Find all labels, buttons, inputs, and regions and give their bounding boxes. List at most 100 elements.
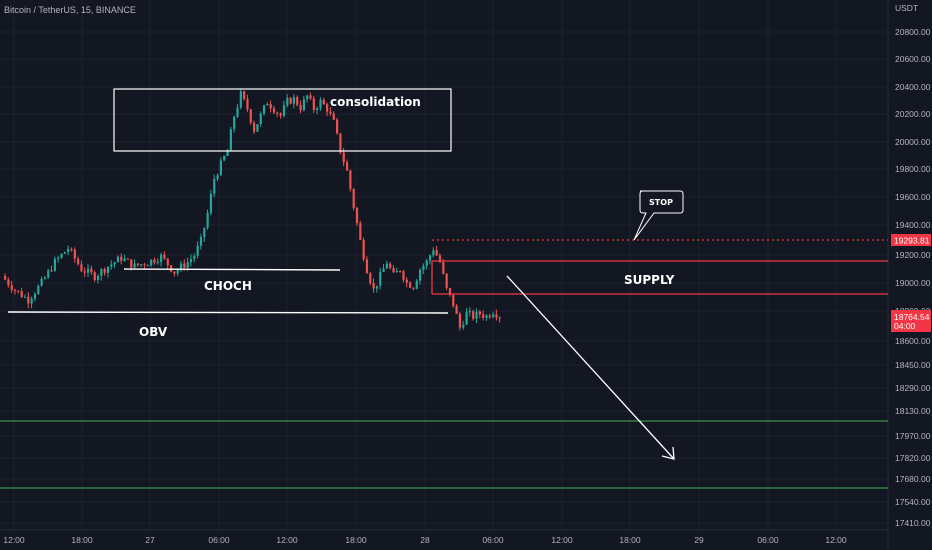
candle-body (435, 250, 438, 256)
candle-body (422, 265, 425, 270)
candle-body (292, 97, 296, 104)
stop-price-tag: 19293.81 (891, 234, 931, 246)
candle-body (203, 227, 206, 238)
candle-body (229, 129, 232, 151)
price-tick-label: 17410.00 (895, 518, 931, 528)
chart-title: Bitcoin / TetherUS, 15, BINANCE (4, 5, 136, 15)
candle-body (442, 262, 445, 274)
stop-callout-bubble (633, 190, 684, 241)
candle-body (213, 178, 216, 194)
candle-body (262, 105, 266, 114)
countdown-text: 04:00 (894, 321, 916, 331)
candle-body (309, 95, 312, 99)
obv-line[interactable] (7, 311, 449, 314)
candle-body (279, 113, 282, 116)
candle-body (57, 257, 60, 259)
candle-body (166, 258, 169, 266)
candle-body (40, 278, 43, 286)
candle-body (163, 254, 166, 259)
price-tick-label: 20000.00 (895, 137, 931, 147)
candle-body (375, 285, 379, 289)
candle-body (415, 280, 418, 289)
candle-body (63, 252, 66, 254)
choch-label: CHOCH (204, 279, 252, 293)
candle-body (156, 262, 159, 264)
candle-body (50, 270, 53, 272)
candle-body (282, 105, 286, 116)
candle-body (425, 260, 428, 266)
candle-body (272, 108, 276, 113)
time-tick-label: 06:00 (757, 535, 779, 545)
candle-body (239, 91, 242, 108)
price-tick-label: 18600.00 (895, 336, 931, 346)
candle-body (392, 267, 395, 273)
candle-body (345, 162, 349, 171)
candle-body (495, 314, 498, 318)
candle-body (336, 119, 339, 134)
time-tick-label: 06:00 (208, 535, 230, 545)
price-tick-label: 19000.00 (895, 278, 931, 288)
candle-body (399, 271, 402, 273)
candle-body (286, 97, 289, 106)
candle-body (7, 279, 10, 286)
price-tick-label: 17970.00 (895, 431, 931, 441)
arrow-shaft (506, 275, 675, 460)
price-tick-label: 19400.00 (895, 220, 931, 230)
candle-body (4, 276, 7, 280)
candle-body (130, 259, 133, 268)
choch-line[interactable] (123, 268, 341, 271)
candle-body (412, 287, 415, 289)
consolidation-box[interactable] (113, 88, 452, 152)
candle-body (485, 315, 488, 318)
candle-body (80, 264, 83, 272)
candle-body (27, 296, 30, 304)
candle-body (395, 271, 398, 273)
candle-body (259, 113, 262, 125)
candle-body (299, 104, 302, 111)
candle-body (448, 288, 452, 295)
candle-body (120, 256, 123, 261)
candle-body (405, 279, 408, 283)
candle-body (266, 104, 269, 106)
candle-body (349, 170, 352, 190)
candle-body (146, 265, 149, 267)
candle-body (306, 95, 309, 100)
candle-body (226, 150, 229, 157)
price-tick-label: 17680.00 (895, 474, 931, 484)
projection-arrow[interactable] (506, 275, 675, 460)
time-tick-label: 27 (145, 535, 155, 545)
consolidation-label: consolidation (330, 95, 421, 109)
candle-body (179, 263, 183, 270)
price-axis[interactable]: USDT 20800.00 20600.00 20400.00 20200.00 200… (895, 3, 931, 528)
last-price-text: 18764.54 (894, 312, 930, 322)
candle-body (316, 108, 319, 111)
time-axis[interactable]: 12:00 18:00 27 06:00 12:00 18:00 28 06:00 12:00 1… (3, 535, 847, 545)
candle-body (173, 271, 176, 274)
chart-grid (0, 0, 888, 530)
candle-body (67, 248, 70, 253)
candle-body (53, 258, 56, 271)
candle-body (60, 253, 63, 258)
candle-body (37, 285, 40, 294)
candle-body (432, 250, 435, 256)
candle-body (20, 291, 23, 298)
candle-body (17, 290, 20, 292)
candlestick-series (4, 88, 501, 331)
candle-body (136, 263, 139, 266)
candle-body (339, 133, 342, 153)
candle-body (233, 116, 236, 130)
price-tick-label: 20800.00 (895, 27, 931, 37)
stop-label: STOP (649, 198, 673, 207)
candle-body (183, 263, 186, 268)
time-tick-label: 12:00 (276, 535, 298, 545)
candle-body (236, 107, 239, 117)
stop-callout[interactable]: STOP (633, 190, 684, 241)
candle-body (302, 99, 305, 111)
candle-body (326, 104, 329, 112)
candle-body (186, 262, 189, 268)
price-tick-label: 19800.00 (895, 164, 931, 174)
time-tick-label: 18:00 (71, 535, 93, 545)
candle-body (379, 271, 382, 286)
candle-body (332, 113, 335, 120)
